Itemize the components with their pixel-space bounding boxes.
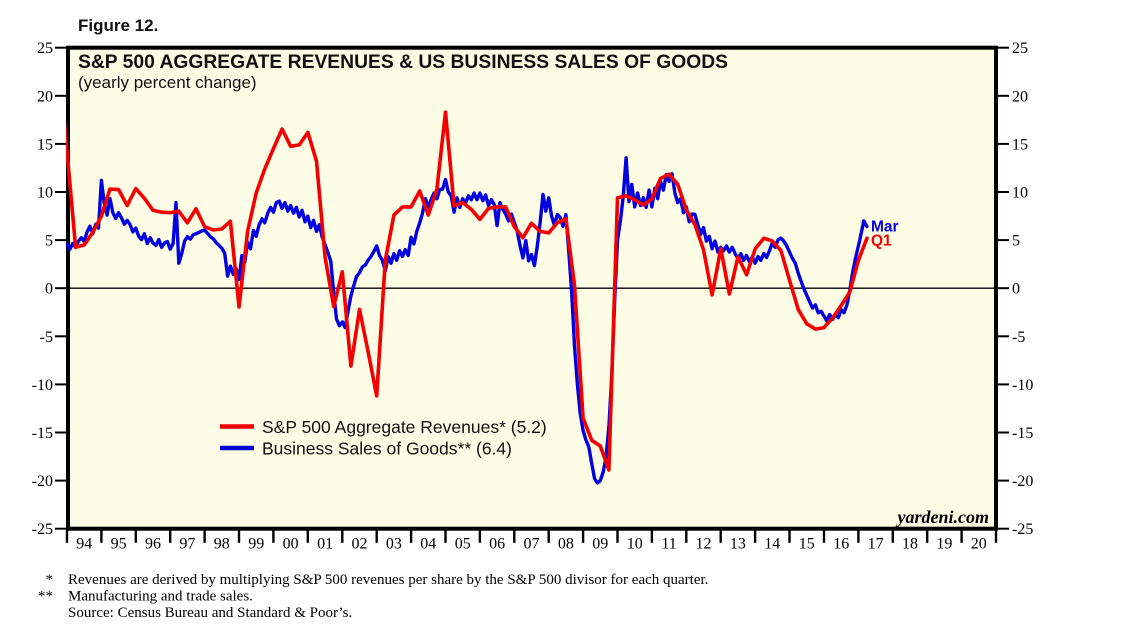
svg-text:01: 01 [317, 536, 333, 553]
svg-text:Q1: Q1 [871, 233, 892, 250]
svg-text:11: 11 [661, 536, 676, 553]
svg-text:12: 12 [696, 536, 712, 553]
svg-text:15: 15 [37, 136, 53, 153]
svg-text:*: * [46, 572, 54, 588]
svg-text:19: 19 [936, 536, 952, 553]
svg-text:-5: -5 [1012, 329, 1025, 346]
svg-text:-15: -15 [32, 425, 53, 442]
svg-text:16: 16 [833, 536, 849, 553]
svg-text:yardeni.com: yardeni.com [896, 507, 990, 527]
svg-text:Business Sales of Goods** (6.4: Business Sales of Goods** (6.4) [262, 439, 512, 459]
svg-text:94: 94 [76, 536, 92, 553]
svg-text:0: 0 [45, 281, 53, 298]
svg-text:-25: -25 [32, 521, 53, 538]
svg-text:-5: -5 [40, 329, 53, 346]
svg-text:0: 0 [1012, 281, 1020, 298]
svg-text:-15: -15 [1012, 425, 1033, 442]
svg-text:09: 09 [592, 536, 608, 553]
svg-text:20: 20 [1012, 88, 1028, 105]
svg-text:98: 98 [214, 536, 230, 553]
svg-text:-20: -20 [1012, 473, 1033, 490]
svg-text:Figure 12.: Figure 12. [78, 16, 158, 35]
svg-text:96: 96 [145, 536, 161, 553]
svg-text:06: 06 [489, 536, 505, 553]
svg-text:-10: -10 [1012, 377, 1033, 394]
svg-text:S&P 500 Aggregate Revenues* (5: S&P 500 Aggregate Revenues* (5.2) [262, 417, 547, 437]
svg-text:00: 00 [283, 536, 299, 553]
svg-text:15: 15 [799, 536, 815, 553]
svg-text:13: 13 [730, 536, 746, 553]
svg-text:20: 20 [37, 88, 53, 105]
svg-text:10: 10 [1012, 185, 1028, 202]
svg-text:07: 07 [524, 536, 540, 553]
svg-text:14: 14 [764, 536, 780, 553]
svg-text:Manufacturing and trade sales.: Manufacturing and trade sales. [68, 589, 253, 605]
svg-text:99: 99 [248, 536, 264, 553]
svg-text:(yearly percent change): (yearly percent change) [78, 73, 257, 92]
svg-text:02: 02 [352, 536, 368, 553]
svg-text:25: 25 [37, 40, 53, 57]
svg-text:20: 20 [971, 536, 987, 553]
svg-text:-10: -10 [32, 377, 53, 394]
svg-text:95: 95 [111, 536, 127, 553]
svg-text:03: 03 [386, 536, 402, 553]
svg-text:15: 15 [1012, 136, 1028, 153]
svg-text:Source: Census Bureau and Stan: Source: Census Bureau and Standard & Poo… [68, 605, 352, 621]
svg-text:S&P 500 AGGREGATE REVENUES & U: S&P 500 AGGREGATE REVENUES & US BUSINESS… [78, 52, 728, 73]
svg-text:18: 18 [902, 536, 918, 553]
svg-text:5: 5 [1012, 233, 1020, 250]
svg-text:Mar: Mar [871, 219, 899, 236]
svg-text:10: 10 [627, 536, 643, 553]
svg-text:-25: -25 [1012, 521, 1033, 538]
svg-text:**: ** [38, 589, 53, 605]
svg-text:05: 05 [455, 536, 471, 553]
svg-text:97: 97 [179, 536, 195, 553]
svg-text:25: 25 [1012, 40, 1028, 57]
svg-text:Revenues are derived by multip: Revenues are derived by multiplying S&P … [68, 572, 708, 588]
svg-text:-20: -20 [32, 473, 53, 490]
svg-text:17: 17 [868, 536, 884, 553]
svg-text:10: 10 [37, 185, 53, 202]
svg-text:5: 5 [45, 233, 53, 250]
svg-text:08: 08 [558, 536, 574, 553]
svg-text:04: 04 [420, 536, 436, 553]
